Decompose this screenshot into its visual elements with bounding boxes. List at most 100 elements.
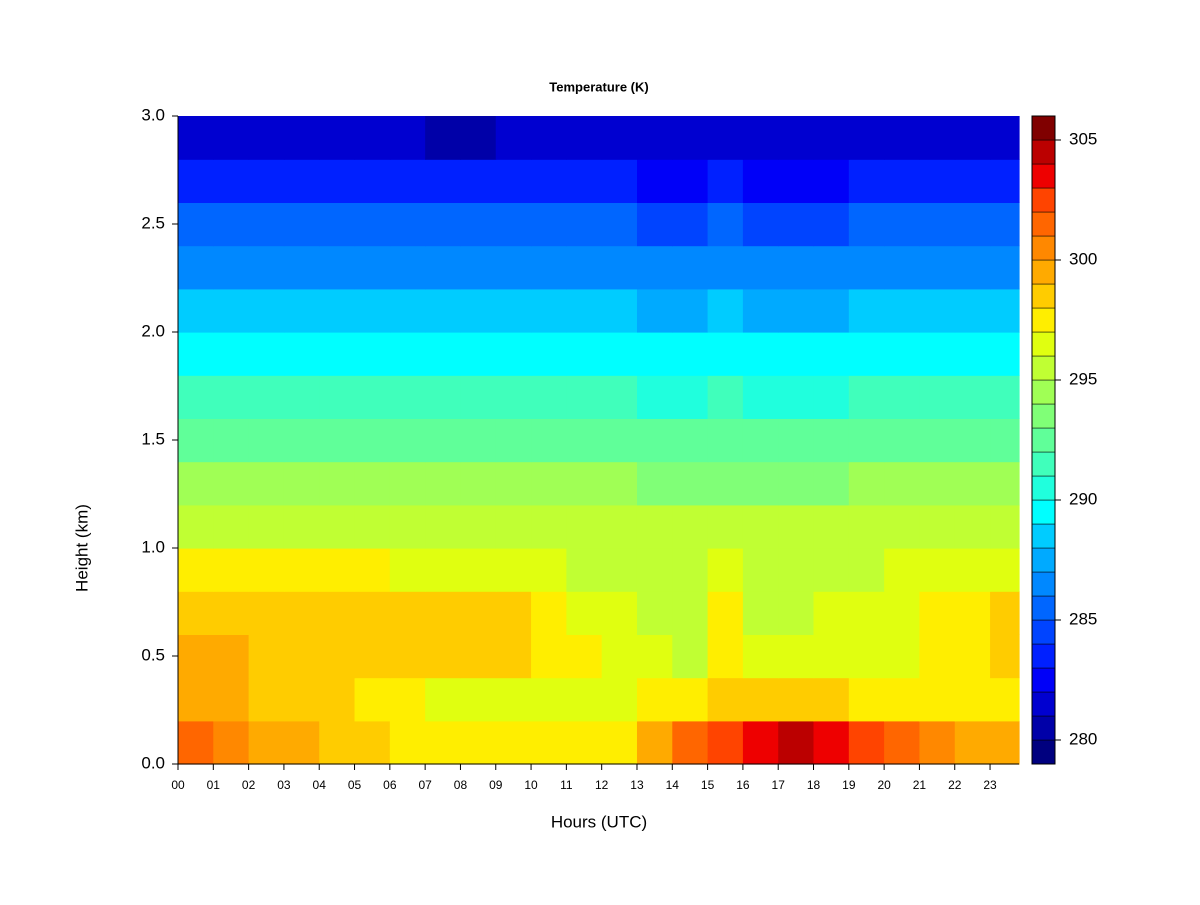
heat-cell (813, 634, 850, 679)
heat-cell (884, 504, 921, 549)
heat-cell (778, 720, 815, 765)
colorbar-tick-label: 305 (1069, 129, 1097, 148)
heat-cell (636, 418, 673, 463)
colorbar-band (1031, 187, 1056, 213)
heat-cell (707, 591, 744, 635)
heat-cell (848, 288, 885, 333)
heat-cell (213, 461, 250, 506)
y-tick-label: 1.5 (141, 429, 165, 448)
heat-cell (283, 677, 320, 722)
heat-cell (354, 202, 391, 247)
heat-cell (248, 548, 285, 592)
heat-cell (990, 677, 1020, 722)
heat-cell (848, 375, 885, 419)
heat-cell (636, 332, 673, 376)
heat-cell (742, 245, 779, 290)
x-axis-label: Hours (UTC) (551, 812, 647, 831)
heat-cell (601, 548, 638, 592)
heat-cell (778, 677, 815, 722)
heat-cell (319, 504, 356, 549)
y-tick-label: 2.5 (141, 213, 165, 232)
heat-cell (319, 116, 356, 160)
heat-cell (742, 418, 779, 463)
heat-cell (990, 418, 1020, 463)
heat-cell (884, 288, 921, 333)
heat-cell (636, 288, 673, 333)
heat-cell (672, 288, 709, 333)
heat-cell (919, 202, 956, 247)
colorbar-band (1031, 547, 1056, 573)
colorbar-band (1031, 619, 1056, 645)
heat-cell (566, 245, 603, 290)
heat-cell (213, 677, 250, 722)
x-tick-label: 19 (842, 778, 856, 792)
heat-cell (601, 288, 638, 333)
heat-cell (990, 720, 1020, 765)
heat-cell (813, 504, 850, 549)
chart-title: Temperature (K) (549, 79, 648, 94)
heat-cell (672, 332, 709, 376)
heat-cell (778, 634, 815, 679)
heat-cell (919, 116, 956, 160)
heat-cell (601, 504, 638, 549)
heat-cell (742, 116, 779, 160)
heat-cell (884, 720, 921, 765)
heat-cell (636, 375, 673, 419)
heat-cell (283, 720, 320, 765)
heat-cell (778, 332, 815, 376)
colorbar-band (1031, 427, 1056, 453)
heat-cell (601, 461, 638, 506)
heat-cell (848, 332, 885, 376)
heat-cell (601, 159, 638, 203)
colorbar-band (1031, 595, 1056, 621)
heat-cell (425, 677, 462, 722)
heat-cell (566, 461, 603, 506)
heat-cell (672, 375, 709, 419)
heat-cell (354, 288, 391, 333)
heat-cell (178, 720, 214, 765)
axes: 0.0 0.5 1.0 1.5 2.0 2.5 3.0 00 01 02 03 04 05 06 07 08 0… (141, 105, 1097, 792)
colorbar-band (1031, 667, 1056, 693)
heat-cell (919, 159, 956, 203)
heat-cell (919, 418, 956, 463)
heat-cell (495, 288, 532, 333)
x-tick-label: 15 (701, 778, 715, 792)
heat-cell (954, 461, 991, 506)
heat-cell (283, 202, 320, 247)
colorbar-tick-label: 295 (1069, 369, 1097, 388)
heat-cell (460, 591, 497, 635)
heat-cell (707, 159, 744, 203)
heat-cell (425, 245, 462, 290)
heat-cell (636, 591, 673, 635)
heat-cell (707, 288, 744, 333)
heat-cell (213, 245, 250, 290)
x-tick-label: 21 (913, 778, 927, 792)
heat-cell (319, 677, 356, 722)
heat-cell (884, 634, 921, 679)
heat-cell (990, 159, 1020, 203)
heat-cell (213, 288, 250, 333)
heat-cell (848, 202, 885, 247)
heat-cell (884, 245, 921, 290)
heat-cell (813, 202, 850, 247)
heat-cell (566, 288, 603, 333)
heat-cell (178, 591, 214, 635)
heat-cell (954, 418, 991, 463)
heat-cell (601, 245, 638, 290)
heat-cell (778, 591, 815, 635)
heat-cell (389, 720, 426, 765)
heat-cell (672, 159, 709, 203)
heat-cell (425, 504, 462, 549)
heat-cell (248, 418, 285, 463)
heat-cell (884, 375, 921, 419)
heat-cell (495, 461, 532, 506)
heat-cell (389, 504, 426, 549)
heat-cell (778, 202, 815, 247)
heat-cell (213, 375, 250, 419)
heat-cell (460, 461, 497, 506)
heat-cell (319, 159, 356, 203)
heat-cell (778, 159, 815, 203)
x-tick-label: 23 (983, 778, 997, 792)
heat-cell (636, 677, 673, 722)
